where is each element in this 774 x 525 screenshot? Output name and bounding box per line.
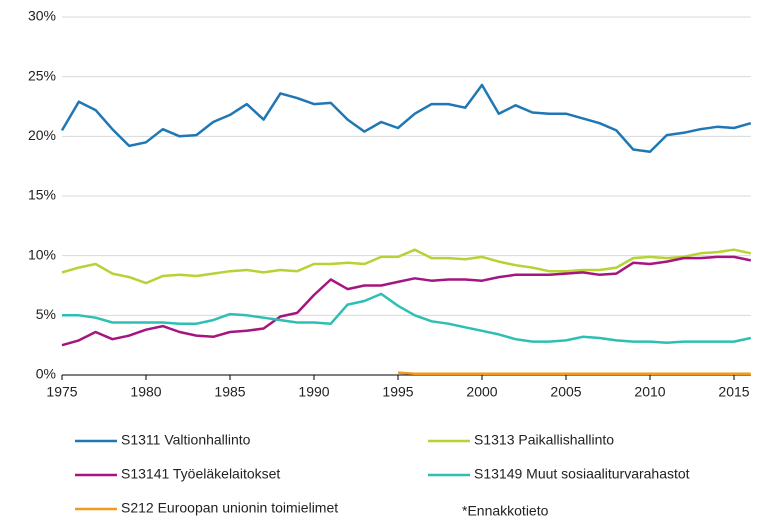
- y-tick-label: 20%: [28, 127, 56, 143]
- series-line: [397, 371, 751, 376]
- x-tick-label: 2010: [634, 384, 665, 400]
- x-tick-label: 1975: [46, 384, 77, 400]
- y-tick-label: 10%: [28, 246, 56, 262]
- legend-label: S13141 Työeläkelaitokset: [121, 466, 280, 482]
- y-tick-label: 0%: [36, 366, 56, 382]
- legend-label: S1313 Paikallishallinto: [474, 432, 614, 448]
- series-line: [61, 255, 752, 347]
- legend-label: S1311 Valtionhallinto: [121, 432, 251, 448]
- y-tick-label: 30%: [28, 8, 56, 24]
- y-tick-label: 15%: [28, 187, 56, 203]
- note: *Ennakkotieto: [462, 503, 549, 519]
- series-line: [62, 292, 752, 345]
- x-tick-label: 1980: [130, 384, 161, 400]
- x-tick-label: 1985: [214, 384, 245, 400]
- x-tick-label: 1995: [382, 384, 413, 400]
- legend-label: S13149 Muut sosiaaliturvarahastot: [474, 466, 690, 482]
- x-tick-label: 2005: [550, 384, 581, 400]
- y-tick-label: 5%: [36, 306, 56, 322]
- legend-label: S212 Euroopan unionin toimielimet: [121, 500, 338, 516]
- x-tick-label: 2015: [718, 384, 749, 400]
- x-tick-label: 1990: [298, 384, 329, 400]
- series-line: [61, 248, 752, 285]
- series-line: [60, 83, 752, 154]
- x-tick-label: 2000: [466, 384, 497, 400]
- y-tick-label: 25%: [28, 67, 56, 83]
